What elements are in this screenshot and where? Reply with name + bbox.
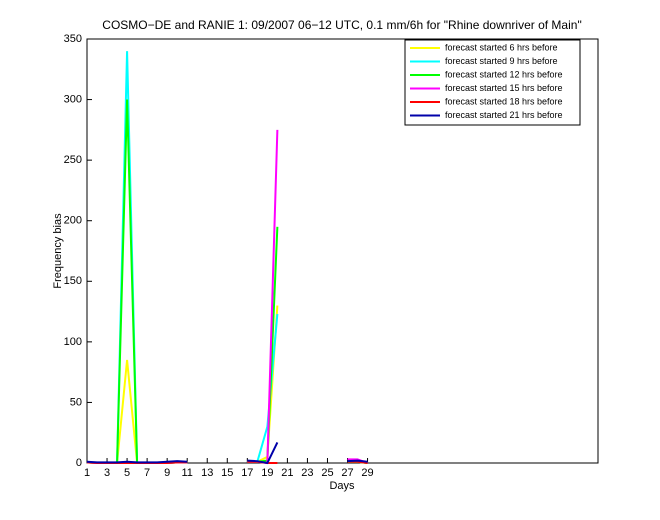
x-tick-label: 7 [144, 467, 150, 479]
x-tick-label: 29 [361, 467, 373, 479]
legend-text: forecast started 12 hrs before [445, 69, 563, 79]
y-axis-label: Frequency bias [52, 213, 64, 289]
legend-text: forecast started 9 hrs before [445, 56, 558, 66]
x-axis-label: Days [329, 480, 355, 492]
x-tick-label: 11 [181, 467, 192, 479]
x-tick-label: 15 [221, 467, 233, 479]
x-tick-label: 13 [201, 467, 213, 479]
series-line [86, 305, 368, 464]
x-tick-label: 21 [281, 467, 293, 479]
x-tick-label: 23 [301, 467, 313, 479]
x-tick-label: 5 [124, 467, 130, 479]
y-tick-label: 250 [64, 154, 82, 166]
x-tick-label: 1 [84, 467, 90, 479]
legend-text: forecast started 21 hrs before [445, 110, 563, 120]
y-tick-label: 350 [64, 33, 82, 45]
chart-title: COSMO−DE and RANIE 1: 09/2007 06−12 UTC,… [102, 18, 581, 32]
y-tick-label: 150 [64, 275, 82, 287]
legend-text: forecast started 15 hrs before [445, 83, 563, 93]
x-tick-label: 3 [104, 467, 110, 479]
x-tick-label: 25 [321, 467, 333, 479]
x-tick-label: 9 [164, 467, 170, 479]
series-line [86, 460, 368, 464]
y-tick-label: 300 [64, 93, 82, 105]
series-line [86, 99, 368, 464]
legend-text: forecast started 18 hrs before [445, 96, 563, 106]
legend-text: forecast started 6 hrs before [445, 42, 558, 52]
series-line [86, 51, 368, 464]
series-line [87, 442, 388, 463]
x-tick-label: 27 [341, 467, 353, 479]
y-tick-label: 0 [76, 457, 82, 469]
y-tick-label: 100 [64, 336, 82, 348]
y-tick-label: 50 [70, 396, 82, 408]
x-tick-label: 19 [261, 467, 273, 479]
x-tick-label: 17 [241, 467, 253, 479]
legend [404, 39, 581, 126]
plot-frame [86, 38, 599, 464]
y-tick-label: 200 [64, 215, 82, 227]
